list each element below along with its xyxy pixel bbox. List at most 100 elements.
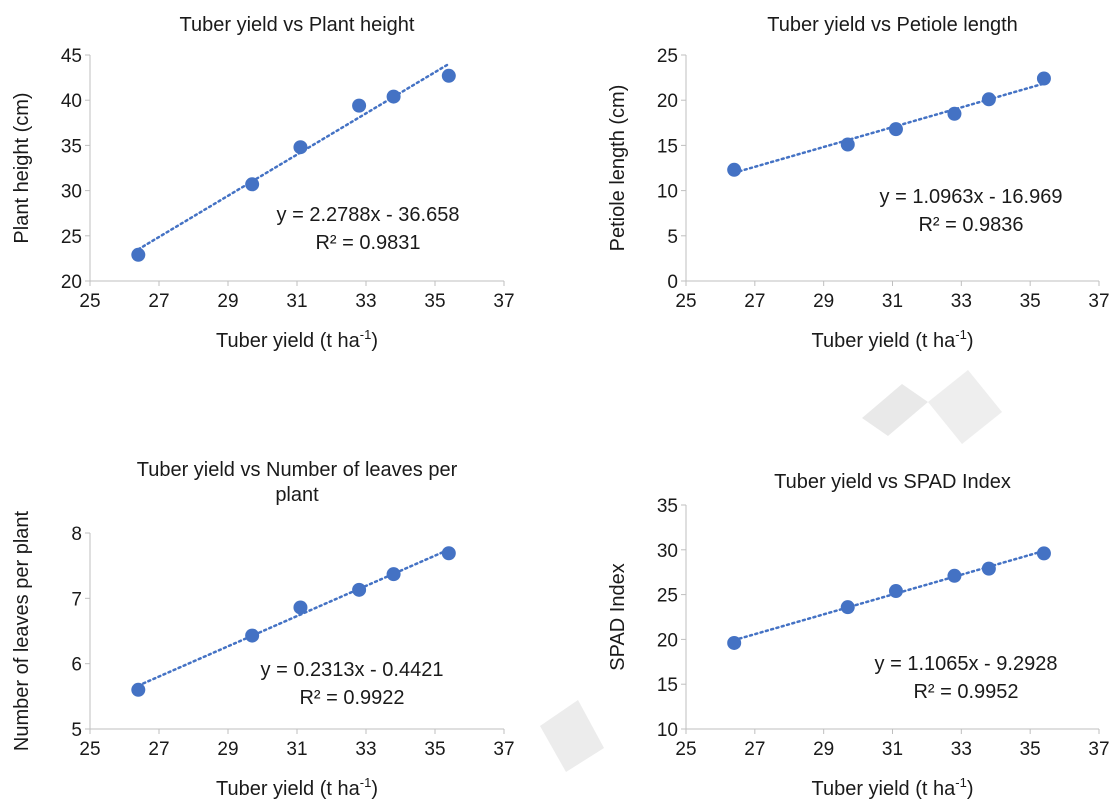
chart4-group: Tuber yield vs SPAD Index 25 27 29 31 33 35 37 1… bbox=[607, 471, 1110, 800]
chart4-x-tick-label: 35 bbox=[1020, 739, 1041, 760]
chart4-y-tick-label: 35 bbox=[657, 496, 678, 517]
chart4-y-tick-label: 30 bbox=[657, 541, 678, 562]
chart3-y-axis-label: Number of leaves per plant bbox=[11, 511, 33, 752]
chart1-data-point bbox=[441, 68, 456, 83]
chart1-data-point bbox=[352, 98, 367, 113]
chart1-x-tick-label: 27 bbox=[148, 291, 169, 312]
chart1-x-tick-label: 33 bbox=[355, 291, 376, 312]
chart2-x-axis-label: Tuber yield (t ha-1) bbox=[811, 327, 973, 352]
chart1-y-tick-label: 45 bbox=[61, 46, 82, 67]
chart4-x-tick-label: 37 bbox=[1088, 739, 1109, 760]
chart1-r-squared: R² = 0.9831 bbox=[315, 232, 420, 254]
chart3-y-tick-label: 7 bbox=[71, 589, 82, 610]
chart3-y-tick-label: 6 bbox=[71, 655, 82, 676]
chart1-x-tick-label: 35 bbox=[424, 291, 445, 312]
chart3-x-tick-label: 31 bbox=[286, 739, 307, 760]
chart2-y-tick-label: 10 bbox=[657, 182, 678, 203]
chart1-y-tick-label: 30 bbox=[61, 182, 82, 203]
chart1-trend-equation: y = 2.2788x - 36.658 bbox=[277, 204, 460, 226]
chart2-title: Tuber yield vs Petiole length bbox=[767, 14, 1018, 36]
chart3-group: Tuber yield vs Number of leaves per plant… bbox=[11, 459, 515, 800]
chart3-data-point bbox=[293, 600, 308, 615]
chart2-y-tick-label: 15 bbox=[657, 136, 678, 157]
chart3-x-tick-label: 25 bbox=[79, 739, 100, 760]
chart2-x-tick-label: 31 bbox=[882, 291, 903, 312]
chart4-x-tick-label: 27 bbox=[744, 739, 765, 760]
chart2-x-tick-label: 29 bbox=[813, 291, 834, 312]
chart4-y-tick-label: 20 bbox=[657, 630, 678, 651]
chart1-data-point bbox=[245, 177, 260, 192]
chart2-data-point bbox=[888, 122, 903, 137]
chart4-y-tick-label: 15 bbox=[657, 675, 678, 696]
chart4-y-tick-label: 25 bbox=[657, 586, 678, 607]
chart4-data-point bbox=[1036, 546, 1051, 561]
chart1-y-tick-label: 25 bbox=[61, 227, 82, 248]
chart2-x-tick-label: 27 bbox=[744, 291, 765, 312]
chart2-data-point bbox=[981, 92, 996, 107]
chart2-data-point bbox=[947, 106, 962, 121]
chart2-y-tick-label: 25 bbox=[657, 46, 678, 67]
chart4-data-point bbox=[888, 584, 903, 599]
chart1-y-axis-label: Plant height (cm) bbox=[11, 92, 33, 243]
chart3-x-tick-label: 29 bbox=[217, 739, 238, 760]
chart4-r-squared: R² = 0.9952 bbox=[913, 681, 1018, 703]
chart2-x-tick-label: 37 bbox=[1088, 291, 1109, 312]
chart2-trend-equation: y = 1.0963x - 16.969 bbox=[880, 186, 1063, 208]
chart1-y-tick-label: 20 bbox=[61, 272, 82, 293]
chart4-data-point bbox=[947, 568, 962, 583]
chart4-x-axis-label: Tuber yield (t ha-1) bbox=[811, 775, 973, 800]
chart2-y-axis-label: Petiole length (cm) bbox=[607, 85, 629, 252]
chart1-x-axis-label: Tuber yield (t ha-1) bbox=[216, 327, 378, 352]
chart3-data-point bbox=[386, 567, 401, 582]
chart4-x-tick-label: 25 bbox=[675, 739, 696, 760]
chart1-title: Tuber yield vs Plant height bbox=[180, 14, 415, 36]
chart3-data-point bbox=[441, 546, 456, 561]
chart1-data-point bbox=[131, 247, 146, 262]
chart2-x-tick-label: 35 bbox=[1020, 291, 1041, 312]
chart3-title: Tuber yield vs Number of leaves per bbox=[137, 459, 458, 481]
chart2-data-point bbox=[727, 162, 742, 177]
chart2-group: Tuber yield vs Petiole length 25 27 29 31 33 3… bbox=[607, 14, 1110, 352]
chart2-r-squared: R² = 0.9836 bbox=[918, 214, 1023, 236]
chart2-data-point bbox=[1036, 71, 1051, 86]
chart4-title: Tuber yield vs SPAD Index bbox=[774, 471, 1011, 493]
chart1-data-point bbox=[293, 140, 308, 155]
chart4-y-tick-label: 10 bbox=[657, 720, 678, 741]
chart4-data-point bbox=[727, 635, 742, 650]
chart2-y-tick-label: 20 bbox=[657, 91, 678, 112]
chart2-x-tick-label: 25 bbox=[675, 291, 696, 312]
chart3-x-tick-label: 33 bbox=[355, 739, 376, 760]
chart2-x-tick-label: 33 bbox=[951, 291, 972, 312]
chart3-data-point bbox=[245, 628, 260, 643]
chart1-y-tick-label: 35 bbox=[61, 136, 82, 157]
chart2-y-tick-label: 5 bbox=[667, 227, 678, 248]
chart3-y-tick-label: 8 bbox=[71, 524, 82, 545]
chart1-y-tick-label: 40 bbox=[61, 91, 82, 112]
chart4-x-tick-label: 29 bbox=[813, 739, 834, 760]
chart3-data-point bbox=[352, 582, 367, 597]
chart1-x-tick-label: 31 bbox=[286, 291, 307, 312]
chart1-x-tick-label: 25 bbox=[79, 291, 100, 312]
chart3-data-point bbox=[131, 682, 146, 697]
chart3-y-tick-label: 5 bbox=[71, 720, 82, 741]
chart1-group: Tuber yield vs Plant height 25 27 29 31 33 35 3… bbox=[11, 14, 515, 352]
chart1-x-tick-label: 29 bbox=[217, 291, 238, 312]
chart3-trend-equation: y = 0.2313x - 0.4421 bbox=[261, 659, 444, 681]
chart3-x-tick-label: 37 bbox=[493, 739, 514, 760]
chart3-x-axis-label: Tuber yield (t ha-1) bbox=[216, 775, 378, 800]
chart3-title-line2: plant bbox=[275, 484, 319, 506]
chart3-r-squared: R² = 0.9922 bbox=[299, 687, 404, 709]
chart4-trend-equation: y = 1.1065x - 9.2928 bbox=[875, 653, 1058, 675]
chart1-data-point bbox=[386, 89, 401, 104]
chart4-x-tick-label: 31 bbox=[882, 739, 903, 760]
chart2-data-point bbox=[840, 137, 855, 152]
chart2-y-tick-label: 0 bbox=[667, 272, 678, 293]
chart3-x-tick-label: 27 bbox=[148, 739, 169, 760]
chart4-trendline bbox=[732, 549, 1046, 642]
chart4-x-tick-label: 33 bbox=[951, 739, 972, 760]
chart4-y-axis-label: SPAD Index bbox=[607, 563, 629, 670]
chart4-data-point bbox=[840, 600, 855, 615]
chart4-data-point bbox=[981, 561, 996, 576]
chart3-x-tick-label: 35 bbox=[424, 739, 445, 760]
